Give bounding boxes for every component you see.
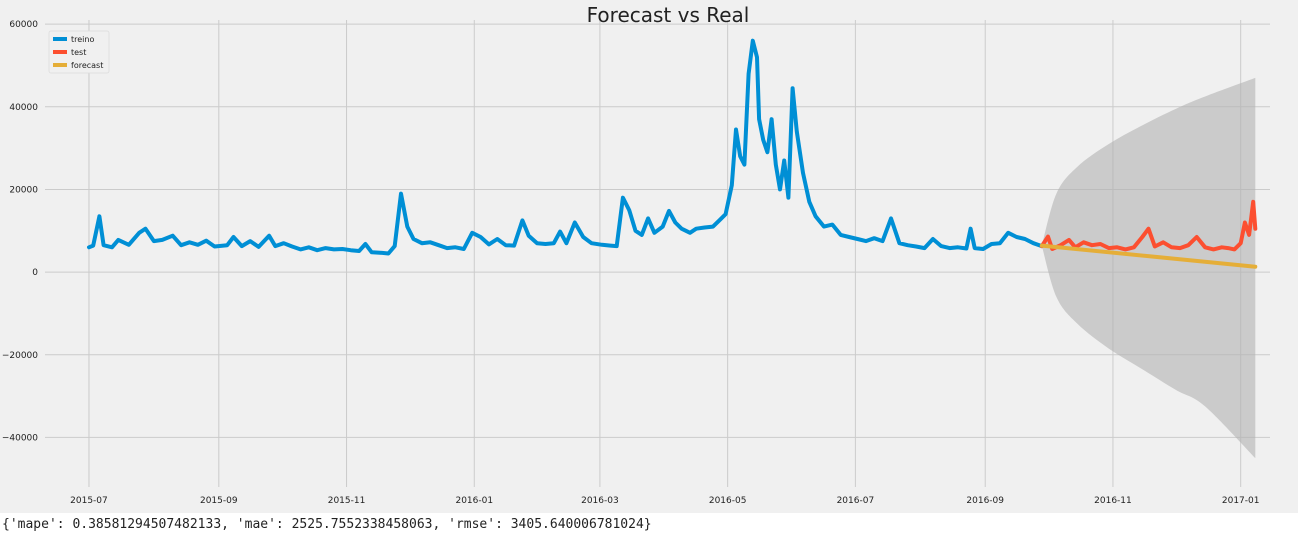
- x-tick-labels: 2015-07 2015-09 2015-11 2016-01 2016-03 2016-…: [70, 496, 1259, 506]
- x-tick-label: 2017-01: [1222, 496, 1260, 506]
- x-tick-label: 2015-09: [200, 496, 238, 506]
- y-tick-label: 0: [32, 268, 38, 278]
- legend-box: [48, 30, 110, 74]
- y-tick-label: 20000: [9, 185, 38, 195]
- chart-title: Forecast vs Real: [587, 3, 750, 27]
- legend: treino test forecast: [48, 30, 110, 74]
- x-tick-label: 2016-07: [837, 496, 875, 506]
- series-line-forecast: [1039, 243, 1258, 269]
- y-tick-label: −40000: [2, 433, 38, 443]
- legend-label-forecast: forecast: [71, 61, 103, 70]
- chart-figure: 2015-07 2015-09 2015-11 2016-01 2016-03 2016-…: [0, 0, 1298, 513]
- x-tick-label: 2016-11: [1094, 496, 1132, 506]
- series-group: [87, 38, 1258, 269]
- x-tick-label: 2015-07: [70, 496, 108, 506]
- forecast-interval-group: [1041, 77, 1256, 459]
- forecast-chart: 2015-07 2015-09 2015-11 2016-01 2016-03 2016-…: [2, 3, 1270, 506]
- y-tick-labels: 60000 40000 20000 0 −20000 −40000: [2, 20, 38, 443]
- forecast-interval-band: [1041, 77, 1256, 459]
- metrics-output: {'mape': 0.38581294507482133, 'mae': 252…: [2, 517, 652, 532]
- x-tick-label: 2016-09: [966, 496, 1004, 506]
- x-tick-label: 2015-11: [328, 496, 366, 506]
- y-tick-label: −20000: [2, 351, 38, 361]
- legend-label-test: test: [71, 48, 86, 57]
- y-tick-label: 60000: [9, 20, 38, 30]
- x-tick-label: 2016-03: [581, 496, 619, 506]
- x-tick-label: 2016-05: [709, 496, 747, 506]
- x-tick-label: 2016-01: [455, 496, 493, 506]
- legend-label-treino: treino: [71, 35, 94, 44]
- y-tick-label: 40000: [9, 103, 38, 113]
- series-line-treino: [87, 38, 1044, 256]
